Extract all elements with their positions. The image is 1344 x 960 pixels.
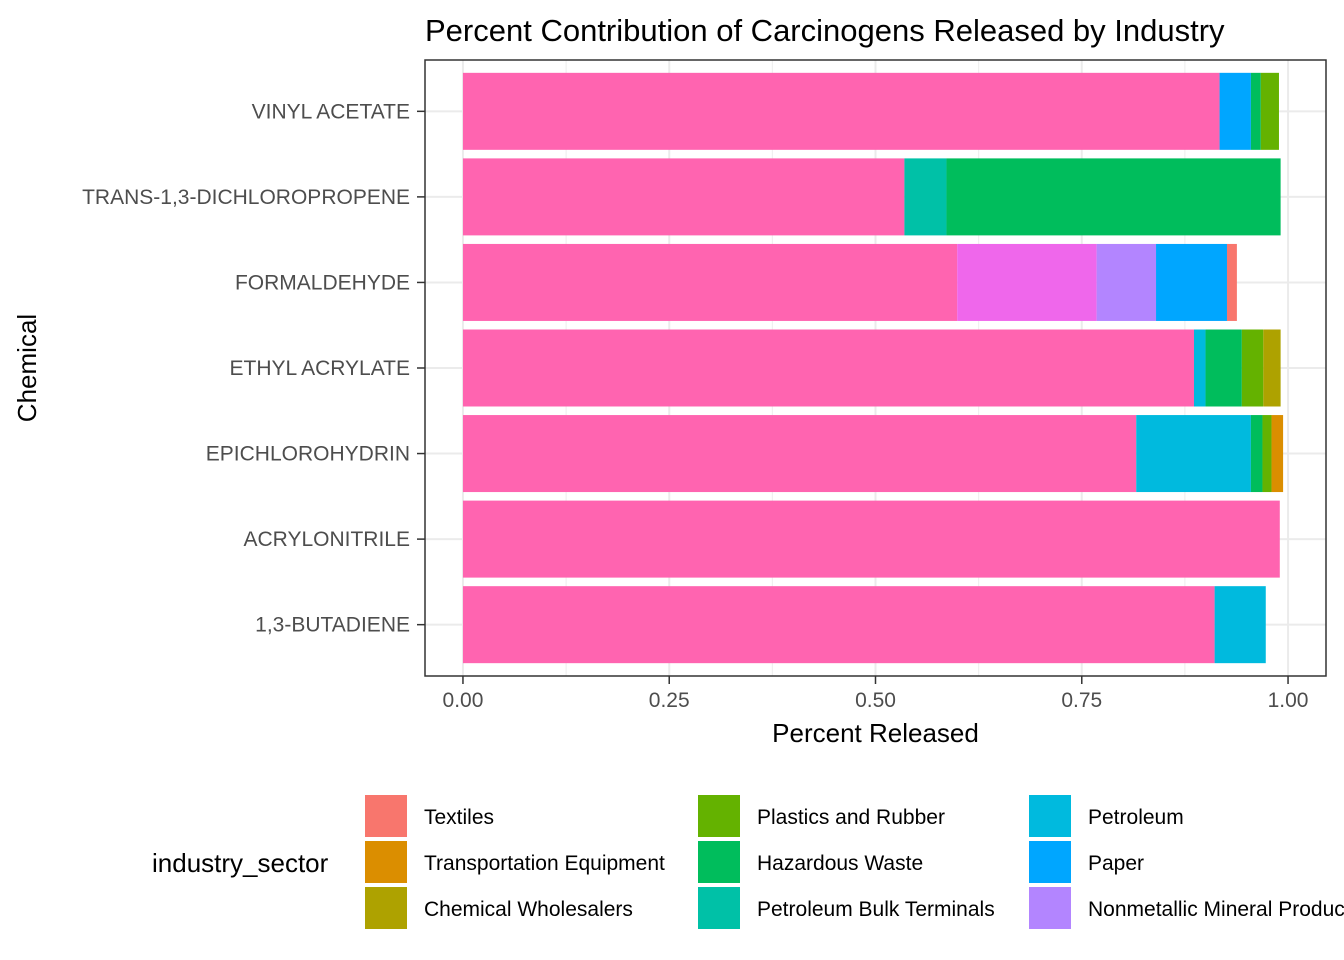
bar-segment	[1226, 243, 1237, 321]
bar-segment	[462, 158, 905, 236]
legend-swatch	[698, 795, 740, 837]
legend-swatch	[365, 887, 407, 929]
legend-label: Transportation Equipment	[424, 852, 665, 875]
bar-segment	[1241, 329, 1264, 407]
bar-segment	[462, 586, 1215, 664]
legend-title: industry_sector	[152, 848, 329, 878]
legend-swatch	[698, 841, 740, 883]
legend-label: Textiles	[424, 806, 494, 829]
y-tick-label: ETHYL ACRYLATE	[229, 357, 410, 380]
x-axis-title: Percent Released	[772, 718, 979, 748]
bar-segment	[1219, 72, 1251, 150]
bar-segment	[946, 158, 1281, 236]
bar-segment	[1263, 329, 1281, 407]
bar-segment	[1250, 415, 1263, 493]
bar-segment	[1260, 72, 1279, 150]
x-axis: 0.00 0.25 0.50 0.75 1.00	[443, 676, 1309, 712]
x-tick-label: 0.50	[855, 689, 896, 712]
bar-segment	[1096, 243, 1157, 321]
legend-label: Plastics and Rubber	[757, 806, 945, 829]
bar-segment	[1136, 415, 1251, 493]
legend-label: Nonmetallic Mineral Products	[1088, 898, 1344, 921]
y-axis-title: Chemical	[12, 314, 42, 422]
y-tick-label: VINYL ACETATE	[252, 100, 410, 123]
bar-segment	[462, 329, 1194, 407]
legend-label: Petroleum Bulk Terminals	[757, 898, 995, 921]
chart-title: Percent Contribution of Carcinogens Rele…	[425, 13, 1225, 48]
bar-segment	[1271, 415, 1284, 493]
bar-segment	[1156, 243, 1227, 321]
legend-swatch	[1029, 841, 1071, 883]
bar-segment	[1262, 415, 1272, 493]
bar-segment	[1250, 72, 1261, 150]
y-tick-label: TRANS-1,3-DICHLOROPROPENE	[82, 186, 410, 209]
x-tick-label: 0.75	[1061, 689, 1102, 712]
bar-segment	[1205, 329, 1242, 407]
bar-segment	[904, 158, 947, 236]
y-tick-label: 1,3-BUTADIENE	[255, 614, 410, 637]
y-tick-label: EPICHLOROHYDRIN	[206, 443, 410, 466]
legend-swatch	[1029, 795, 1071, 837]
bar-segment	[462, 415, 1137, 493]
bar-segment	[462, 72, 1220, 150]
x-tick-label: 0.00	[443, 689, 484, 712]
bar-segment	[1214, 586, 1266, 664]
legend-swatch	[698, 887, 740, 929]
legend-swatch	[365, 841, 407, 883]
x-tick-label: 0.25	[649, 689, 690, 712]
bar-segment	[1193, 329, 1206, 407]
bar-segment	[462, 500, 1280, 578]
bar-segment	[462, 243, 958, 321]
legend-swatch	[365, 795, 407, 837]
legend-swatch	[1029, 887, 1071, 929]
y-tick-label: ACRYLONITRILE	[244, 528, 411, 551]
legend-label: Hazardous Waste	[757, 852, 923, 875]
y-tick-label: FORMALDEHYDE	[235, 271, 410, 294]
legend-label: Chemical Wholesalers	[424, 898, 633, 921]
y-axis: VINYL ACETATE TRANS-1,3-DICHLOROPROPENE FO…	[82, 100, 425, 637]
legend-label: Paper	[1088, 852, 1144, 875]
x-tick-label: 1.00	[1268, 689, 1309, 712]
legend-label: Petroleum	[1088, 806, 1184, 829]
bar-stacks	[462, 72, 1284, 664]
bar-segment	[957, 243, 1097, 321]
legend: industry_sector Textiles Transportation E…	[152, 795, 1344, 929]
